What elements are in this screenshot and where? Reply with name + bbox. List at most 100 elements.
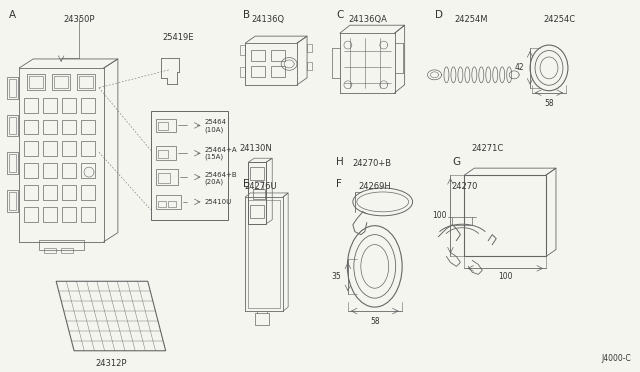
Bar (241, 45, 245, 55)
Bar (81, 207, 95, 222)
Text: G: G (452, 157, 461, 167)
Text: F: F (336, 179, 342, 189)
Text: 25464+A: 25464+A (205, 147, 237, 153)
Text: 24276U: 24276U (244, 182, 276, 191)
Bar (250, 167, 264, 180)
Bar (24, 98, 38, 113)
Bar (465, 175, 546, 256)
Text: 24136QA: 24136QA (348, 15, 387, 24)
Bar (24, 185, 38, 200)
Text: 25464: 25464 (205, 119, 227, 125)
Text: 100: 100 (498, 272, 513, 281)
Bar (156, 169, 178, 185)
Text: 24271C: 24271C (471, 144, 504, 153)
Bar (10, 192, 17, 210)
Bar (156, 119, 175, 132)
Text: 24136Q: 24136Q (252, 15, 285, 24)
Bar (271, 66, 285, 77)
Bar (39, 240, 84, 250)
Bar (44, 247, 56, 253)
Bar (157, 150, 168, 158)
Bar (77, 74, 95, 90)
Text: 24130N: 24130N (239, 144, 271, 153)
Bar (81, 163, 95, 178)
Bar (307, 62, 312, 70)
Text: (10A): (10A) (205, 126, 224, 133)
Bar (81, 119, 95, 134)
Text: E: E (243, 179, 250, 189)
Bar (10, 154, 17, 172)
Bar (250, 205, 264, 218)
Text: 24254M: 24254M (454, 15, 488, 24)
Bar (10, 79, 17, 97)
Text: 42: 42 (515, 63, 524, 73)
Bar (252, 50, 265, 61)
Bar (8, 152, 19, 174)
Text: (15A): (15A) (205, 154, 223, 160)
Bar (44, 98, 57, 113)
Bar (62, 141, 76, 156)
Bar (24, 141, 38, 156)
Text: C: C (336, 10, 343, 20)
Text: 24270: 24270 (451, 182, 478, 191)
Bar (24, 207, 38, 222)
Bar (157, 201, 166, 207)
Bar (24, 119, 38, 134)
Text: 24269H: 24269H (358, 182, 391, 191)
Text: (20A): (20A) (205, 179, 223, 185)
Bar (255, 313, 269, 325)
Bar (44, 207, 57, 222)
Bar (61, 247, 73, 253)
Bar (44, 163, 57, 178)
Bar (62, 185, 76, 200)
Bar (168, 201, 175, 207)
Text: 24270+B: 24270+B (352, 159, 391, 168)
Text: 24312P: 24312P (95, 359, 127, 368)
Text: D: D (435, 10, 442, 20)
Text: 100: 100 (432, 211, 447, 220)
Text: 25410U: 25410U (205, 199, 232, 205)
Text: 25464+B: 25464+B (205, 172, 237, 178)
Bar (52, 74, 70, 90)
Text: 58: 58 (370, 317, 380, 326)
Text: B: B (243, 10, 250, 20)
Bar (248, 162, 266, 224)
Bar (54, 76, 68, 88)
Bar (8, 77, 19, 99)
Bar (28, 74, 45, 90)
Bar (252, 66, 265, 77)
Text: 25419E: 25419E (163, 33, 194, 42)
Bar (44, 141, 57, 156)
Bar (8, 190, 19, 212)
Bar (157, 173, 170, 183)
Text: 35: 35 (331, 272, 341, 281)
Bar (271, 50, 285, 61)
Text: A: A (10, 10, 17, 20)
Bar (307, 44, 312, 52)
Bar (151, 110, 228, 220)
Bar (81, 98, 95, 113)
Bar (157, 122, 168, 131)
Text: 24254C: 24254C (543, 15, 575, 24)
Bar (81, 141, 95, 156)
Bar (62, 163, 76, 178)
Bar (81, 185, 95, 200)
Bar (44, 119, 57, 134)
Bar (62, 98, 76, 113)
Text: H: H (336, 157, 344, 167)
Text: 58: 58 (544, 99, 554, 108)
Bar (44, 185, 57, 200)
Bar (62, 119, 76, 134)
Bar (241, 67, 245, 77)
Bar (156, 195, 180, 209)
Bar (10, 116, 17, 134)
Bar (156, 146, 175, 160)
Bar (62, 207, 76, 222)
Bar (248, 200, 280, 308)
Bar (8, 115, 19, 137)
Text: 24350P: 24350P (63, 15, 95, 24)
Bar (253, 189, 265, 199)
Bar (24, 163, 38, 178)
Bar (79, 76, 93, 88)
Bar (29, 76, 44, 88)
